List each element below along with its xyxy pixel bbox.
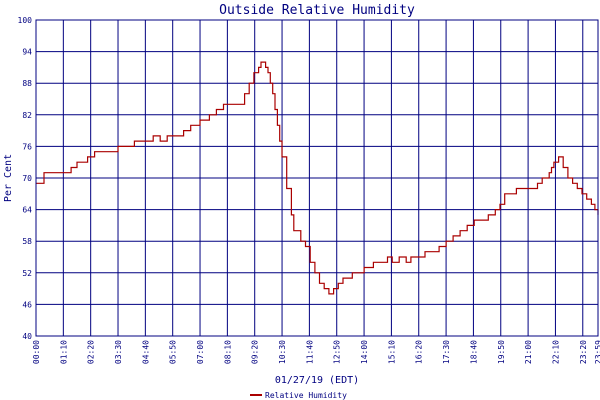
x-tick-label: 00:00 (32, 340, 41, 364)
x-tick-label: 17:30 (442, 340, 451, 364)
x-tick-label: 03:30 (114, 340, 123, 364)
y-tick-label: 64 (22, 206, 32, 215)
x-tick-label: 10:30 (278, 340, 287, 364)
x-tick-label: 12:50 (333, 340, 342, 364)
y-tick-label: 76 (22, 142, 32, 151)
x-axis-label: 01/27/19 (EDT) (275, 375, 359, 386)
x-tick-label: 07:00 (196, 340, 205, 364)
series-line-relative-humidity (36, 61, 599, 295)
y-tick-label: 58 (22, 237, 32, 246)
x-tick-label: 05:50 (169, 340, 178, 364)
x-tick-label: 02:20 (87, 340, 96, 364)
y-tick-label: 94 (22, 48, 32, 57)
x-tick-label: 09:20 (251, 340, 260, 364)
x-tick-labels: 00:00 01:10 02:20 03:30 04:40 05:50 07:00 08:10… (32, 340, 600, 364)
y-tick-label: 88 (22, 79, 32, 88)
x-tick-label: 23:20 (579, 340, 588, 364)
x-tick-label: 04:40 (141, 340, 150, 364)
y-tick-label: 70 (22, 174, 32, 183)
x-tick-label: 22:10 (551, 340, 560, 364)
y-tick-label: 52 (22, 269, 32, 278)
plot-frame (35, 19, 599, 337)
grid-lines (35, 19, 599, 337)
legend: Relative Humidity (250, 391, 347, 400)
x-tick-label: 11:40 (305, 340, 314, 364)
series-lines (36, 61, 599, 295)
x-tick-label: 21:00 (524, 340, 533, 364)
x-tick-label: 01:10 (59, 340, 68, 364)
x-tick-label: 14:00 (360, 340, 369, 364)
y-tick-label: 40 (22, 332, 32, 341)
x-tick-label: 18:40 (469, 340, 478, 364)
y-tick-label: 100 (18, 16, 33, 25)
x-tick-label: 08:10 (223, 340, 232, 364)
legend-label: Relative Humidity (265, 391, 347, 400)
chart-title: Outside Relative Humidity (219, 3, 415, 18)
y-tick-label: 46 (22, 300, 32, 309)
y-tick-labels: 100 94 88 82 76 70 64 58 52 46 40 (18, 16, 33, 341)
x-tick-label: 19:50 (497, 340, 506, 364)
x-tick-label: 15:10 (387, 340, 396, 364)
x-tick-label: 16:20 (415, 340, 424, 364)
x-tick-label: 23:59 (594, 340, 600, 364)
y-axis-label: Per Cent (3, 154, 14, 202)
y-tick-label: 82 (22, 111, 32, 120)
